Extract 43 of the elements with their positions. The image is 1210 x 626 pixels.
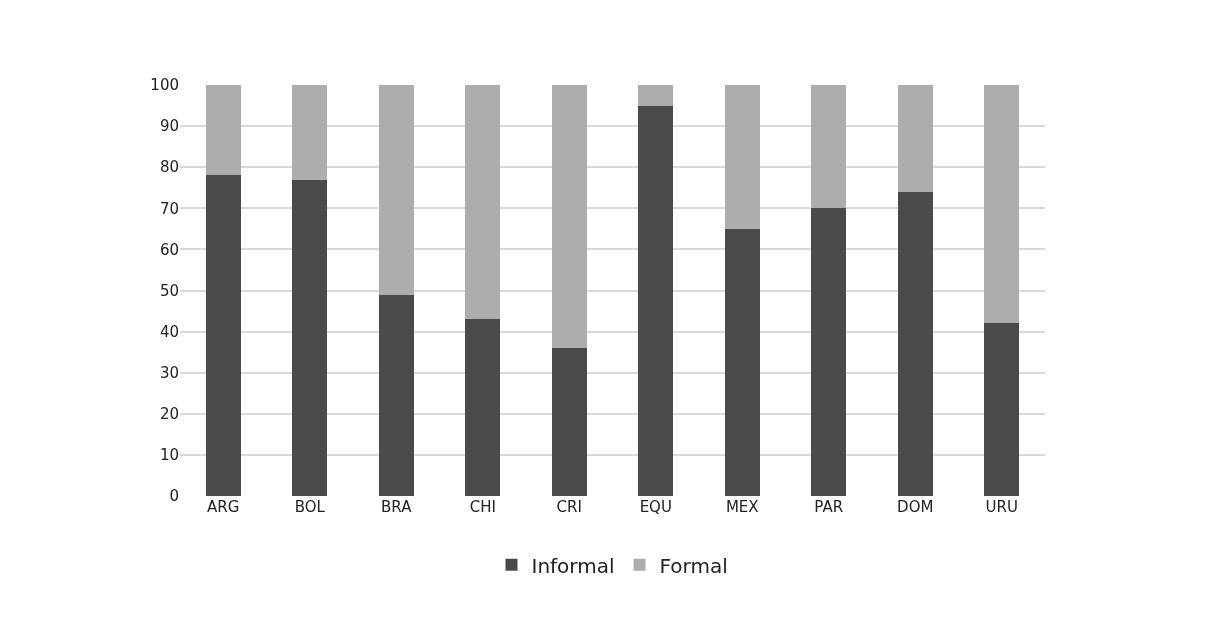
x-tick-label: BRA [381, 498, 413, 516]
bar [724, 85, 760, 229]
x-tick-label: DOM [897, 498, 934, 516]
bar [465, 319, 501, 496]
bar [205, 175, 241, 496]
bar [984, 323, 1020, 496]
x-tick-label: URU [985, 498, 1018, 516]
y-tick-label: 20 [159, 405, 179, 424]
legend-label: Informal [531, 553, 615, 578]
y-tick-label: 0 [169, 487, 179, 506]
bar [724, 228, 760, 496]
bar [984, 85, 1020, 324]
y-tick-label: 30 [159, 363, 179, 382]
y-tick-label: 40 [159, 322, 179, 341]
x-tick-label: EQU [639, 498, 672, 516]
y-tick-label: 50 [159, 281, 179, 300]
bar [551, 348, 587, 496]
bar [551, 85, 587, 349]
bar [897, 191, 933, 496]
bar [292, 179, 328, 496]
bar [638, 105, 674, 496]
x-tick-label: BOL [294, 498, 326, 516]
bar [378, 85, 414, 295]
y-tick-label: 10 [159, 446, 179, 465]
y-tick-label: 60 [159, 240, 179, 259]
bar [292, 85, 328, 180]
bar [465, 85, 501, 320]
y-tick-label: 70 [159, 199, 179, 218]
bar [638, 85, 674, 106]
x-tick-label: CRI [556, 498, 582, 516]
bar [378, 294, 414, 496]
legend-label: Formal [659, 553, 728, 578]
bar [811, 208, 847, 496]
bar [897, 85, 933, 192]
y-tick-label: 80 [159, 158, 179, 177]
y-tick-label: 90 [159, 117, 179, 136]
x-tick-label: MEX [725, 498, 759, 516]
bar [205, 85, 241, 176]
x-tick-label: ARG [207, 498, 240, 516]
bar [811, 85, 847, 209]
y-tick-label: 100 [150, 76, 179, 95]
x-tick-label: PAR [814, 498, 844, 516]
x-tick-label: CHI [469, 498, 496, 516]
